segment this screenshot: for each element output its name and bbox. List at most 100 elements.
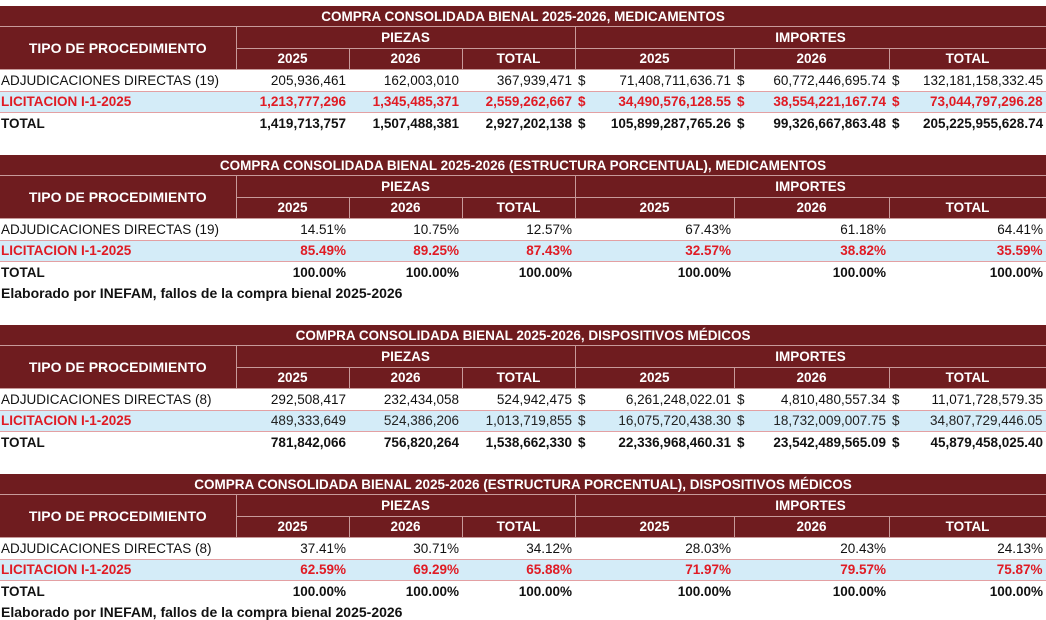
- amount: 34,807,729,446.05: [929, 413, 1043, 429]
- cell: 32.57%: [575, 239, 734, 262]
- cell: 1,213,777,296: [236, 90, 349, 113]
- cell: 524,942,475: [496, 391, 572, 407]
- table-dispositivos-importes: COMPRA CONSOLIDADA BIENAL 2025-2026, DIS…: [0, 325, 1046, 453]
- cell: 24.13%: [997, 540, 1044, 556]
- table-row: ADJUDICACIONES DIRECTAS (8) 37.41% 30.71…: [0, 538, 1046, 560]
- currency-symbol: $: [737, 94, 745, 110]
- tipo-header: TIPO DE PROCEDIMIENTO: [0, 26, 237, 70]
- cell: 100.00%: [989, 583, 1044, 599]
- currency-symbol: $: [578, 434, 586, 450]
- year-header: 2026: [733, 196, 890, 219]
- row-label: ADJUDICACIONES DIRECTAS (19): [1, 72, 220, 88]
- cell: $60,772,446,695.74: [734, 70, 889, 92]
- currency-symbol: $: [892, 72, 900, 88]
- cell: 38.82%: [734, 239, 889, 262]
- year-header: TOTAL: [888, 196, 1046, 219]
- row-label: LICITACION I-1-2025: [0, 409, 236, 432]
- cell: 10.75%: [413, 221, 459, 237]
- cell: 62.59%: [236, 558, 349, 581]
- cell: 367,939,471: [496, 72, 572, 88]
- cell: 100.00%: [677, 583, 731, 599]
- year-header: 2026: [348, 196, 463, 219]
- table-row-highlight: LICITACION I-1-2025 489,333,649 524,386,…: [0, 409, 1046, 432]
- amount: 205,225,955,628.74: [922, 115, 1044, 131]
- row-label: TOTAL: [1, 115, 45, 131]
- cell: 489,333,649: [236, 409, 349, 432]
- cell: 69.29%: [349, 558, 462, 581]
- cell: 100.00%: [832, 264, 886, 280]
- cell: 1,013,719,855: [462, 409, 575, 432]
- piezas-header: PIEZAS: [235, 345, 576, 368]
- row-label: ADJUDICACIONES DIRECTAS (8): [1, 391, 212, 407]
- amount: 71,408,711,636.71: [619, 72, 731, 88]
- cell: 100.00%: [518, 583, 572, 599]
- tipo-header: TIPO DE PROCEDIMIENTO: [0, 345, 237, 389]
- currency-symbol: $: [737, 413, 745, 429]
- cell: 2,559,262,667: [462, 90, 575, 113]
- table-medicamentos-importes: COMPRA CONSOLIDADA BIENAL 2025-2026, MED…: [0, 6, 1046, 134]
- cell: 1,345,485,371: [349, 90, 462, 113]
- table-row: ADJUDICACIONES DIRECTAS (8) 292,508,417 …: [0, 389, 1046, 411]
- cell: 30.71%: [413, 540, 459, 556]
- cell: 64.41%: [997, 221, 1044, 237]
- amount: 34,490,576,128.55: [618, 94, 731, 110]
- piezas-header: PIEZAS: [235, 175, 576, 198]
- year-header: TOTAL: [461, 47, 576, 70]
- cell: $73,044,797,296.28: [889, 90, 1046, 113]
- currency-symbol: $: [737, 391, 745, 407]
- cell: $4,810,480,557.34: [734, 389, 889, 411]
- year-header: TOTAL: [888, 47, 1046, 70]
- cell: $38,554,221,167.74: [734, 90, 889, 113]
- piezas-header: PIEZAS: [235, 26, 576, 49]
- amount: 38,554,221,167.74: [773, 94, 886, 110]
- cell: 34.12%: [526, 540, 572, 556]
- table-title: COMPRA CONSOLIDADA BIENAL 2025-2026, MED…: [0, 6, 1046, 27]
- cell: 65.88%: [462, 558, 575, 581]
- cell: 100.00%: [677, 264, 731, 280]
- cell: 205,936,461: [270, 72, 346, 88]
- currency-symbol: $: [892, 434, 900, 450]
- currency-symbol: $: [737, 115, 745, 131]
- currency-symbol: $: [737, 72, 745, 88]
- importes-header: IMPORTES: [574, 345, 1046, 368]
- cell: $34,807,729,446.05: [889, 409, 1046, 432]
- cell: 100.00%: [518, 264, 572, 280]
- table-title: COMPRA CONSOLIDADA BIENAL 2025-2026 (EST…: [0, 155, 1046, 176]
- amount: 60,772,446,695.74: [773, 72, 886, 88]
- table-dispositivos-porcentual: COMPRA CONSOLIDADA BIENAL 2025-2026 (EST…: [0, 474, 1046, 602]
- year-header: 2025: [574, 515, 735, 538]
- currency-symbol: $: [892, 115, 900, 131]
- amount: 23,542,489,565.09: [773, 434, 886, 450]
- footnote: Elaborado por INEFAM, fallos de la compr…: [1, 604, 403, 620]
- cell: $34,490,576,128.55: [575, 90, 734, 113]
- cell: $16,075,720,438.30: [575, 409, 734, 432]
- cell: 1,538,662,330: [485, 434, 572, 450]
- cell: 1,507,488,381: [372, 115, 459, 131]
- amount: 18,732,009,007.75: [773, 413, 886, 429]
- footnote: Elaborado por INEFAM, fallos de la compr…: [1, 285, 403, 301]
- amount: 73,044,797,296.28: [929, 94, 1043, 110]
- cell: 100.00%: [989, 264, 1044, 280]
- amount: 22,336,968,460.31: [618, 434, 731, 450]
- cell: 28.03%: [685, 540, 731, 556]
- cell: $105,899,287,765.26: [575, 113, 734, 134]
- table-row: ADJUDICACIONES DIRECTAS (19) 14.51% 10.7…: [0, 219, 1046, 241]
- cell: 100.00%: [832, 583, 886, 599]
- row-label: LICITACION I-1-2025: [0, 558, 236, 581]
- cell: 14.51%: [300, 221, 346, 237]
- cell: 85.49%: [236, 239, 349, 262]
- cell: $132,181,158,332.45: [889, 70, 1046, 92]
- amount: 45,879,458,025.40: [930, 434, 1044, 450]
- table-row-total: TOTAL 1,419,713,757 1,507,488,381 2,927,…: [0, 113, 1046, 134]
- cell: 79.57%: [734, 558, 889, 581]
- year-header: 2026: [733, 47, 890, 70]
- importes-header: IMPORTES: [574, 175, 1046, 198]
- cell: 162,003,010: [383, 72, 459, 88]
- cell: 100.00%: [405, 583, 459, 599]
- cell: 1,419,713,757: [259, 115, 346, 131]
- year-header: TOTAL: [888, 366, 1046, 389]
- cell: $11,071,728,579.35: [889, 389, 1046, 411]
- cell: 87.43%: [462, 239, 575, 262]
- currency-symbol: $: [578, 94, 586, 110]
- year-header: TOTAL: [461, 515, 576, 538]
